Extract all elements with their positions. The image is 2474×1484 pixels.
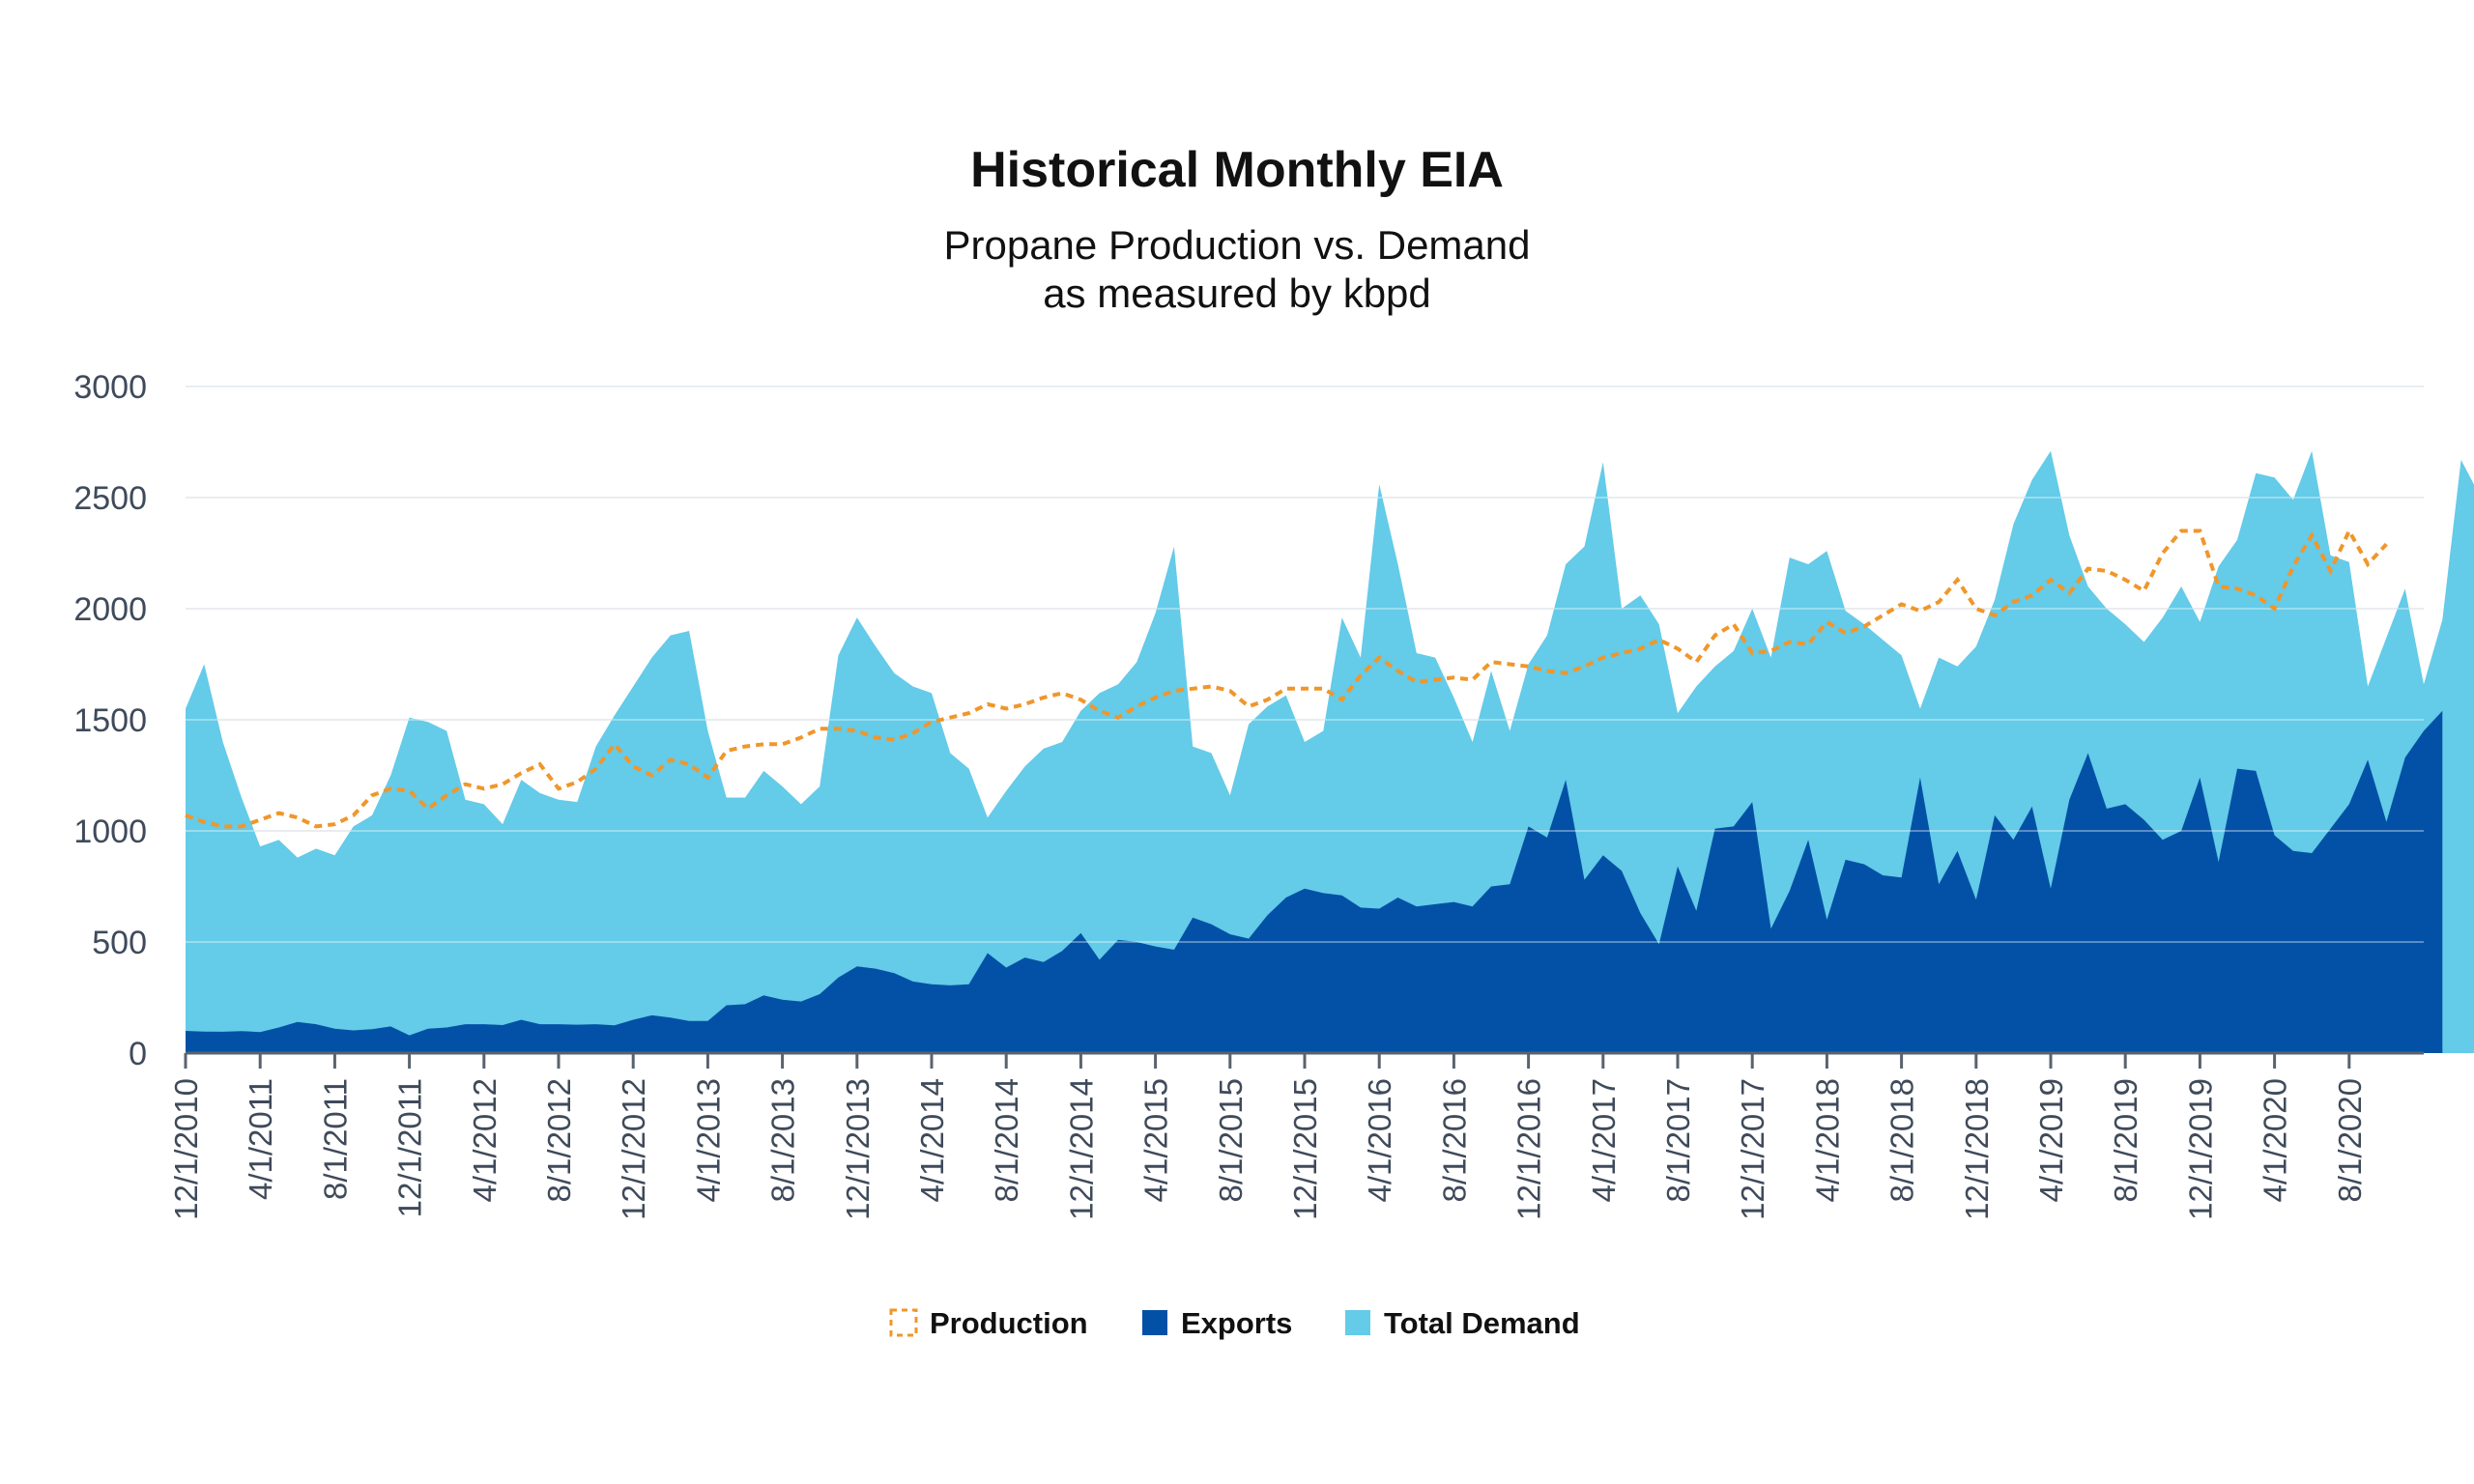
x-tick-label: 8/1/2018: [1884, 1078, 1920, 1202]
x-tick-label: 4/1/2015: [1138, 1078, 1174, 1202]
x-tick-label: 12/1/2010: [168, 1078, 204, 1220]
x-tick-label: 8/1/2015: [1213, 1078, 1249, 1202]
series-area-exports: [186, 710, 2443, 1053]
x-tick-label: 4/1/2020: [2258, 1078, 2293, 1202]
x-tick-label: 12/1/2019: [2182, 1078, 2218, 1220]
x-tick-label: 12/1/2013: [840, 1078, 876, 1220]
x-tick-label: 4/1/2018: [1809, 1078, 1845, 1202]
x-tick-label: 4/1/2011: [243, 1078, 278, 1200]
x-tick-label: 8/1/2016: [1436, 1078, 1472, 1202]
legend-swatch-total-demand: [1345, 1310, 1370, 1335]
y-tick-label: 500: [92, 925, 147, 961]
axis-layer: 0 500 1000 1500 2000 2500 3000 12/1/2010 4/1/201…: [73, 369, 2424, 1220]
x-tick-label: 12/1/2014: [1063, 1078, 1099, 1220]
x-tick-label: 8/1/2014: [989, 1078, 1024, 1202]
x-tick-label: 8/1/2012: [541, 1078, 577, 1202]
chart-subtitle-line-2: as measured by kbpd: [1043, 271, 1431, 316]
x-tick-label: 8/1/2011: [317, 1078, 353, 1200]
legend-label-total-demand: Total Demand: [1384, 1306, 1580, 1340]
y-tick-label: 2500: [73, 480, 147, 517]
x-tick-label: 12/1/2011: [392, 1078, 428, 1217]
x-tick-label: 12/1/2017: [1735, 1078, 1770, 1220]
x-tick-label: 4/1/2014: [914, 1078, 950, 1202]
x-tick-label: 8/1/2020: [2332, 1078, 2368, 1202]
x-tick-label: 12/1/2016: [1511, 1078, 1547, 1220]
y-tick-label: 1500: [73, 702, 147, 739]
x-tick-label: 12/1/2015: [1287, 1078, 1323, 1220]
legend-item-exports: Exports: [1142, 1306, 1292, 1340]
x-tick-label: 12/1/2018: [1959, 1078, 1995, 1220]
x-tick-label: 4/1/2012: [467, 1078, 503, 1202]
legend-swatch-exports: [1142, 1310, 1167, 1335]
x-tick-label: 4/1/2019: [2033, 1078, 2069, 1202]
legend-label-exports: Exports: [1181, 1306, 1292, 1340]
x-tick-label: 8/1/2013: [765, 1078, 801, 1202]
chart-subtitle-line-1: Propane Production vs. Demand: [943, 222, 1530, 268]
x-tick-label: 4/1/2013: [690, 1078, 726, 1202]
x-tick-label: 8/1/2019: [2108, 1078, 2143, 1202]
legend: Production Exports Total Demand: [889, 1306, 1580, 1340]
chart-title: Historical Monthly EIA: [970, 142, 1504, 198]
legend-label-production: Production: [930, 1306, 1088, 1340]
legend-swatch-production: [889, 1308, 918, 1337]
area-layer: [186, 385, 2474, 1053]
x-tick-label: 4/1/2016: [1362, 1078, 1397, 1202]
legend-item-production: Production: [889, 1306, 1088, 1340]
x-tick-label: 8/1/2017: [1660, 1078, 1696, 1202]
y-tick-label: 2000: [73, 591, 147, 628]
y-tick-label: 1000: [73, 813, 147, 850]
legend-item-total-demand: Total Demand: [1345, 1306, 1580, 1340]
x-tick-label: 12/1/2012: [616, 1078, 651, 1220]
x-tick-label: 4/1/2017: [1586, 1078, 1622, 1202]
y-tick-label: 3000: [73, 369, 147, 406]
y-tick-label: 0: [129, 1036, 147, 1072]
